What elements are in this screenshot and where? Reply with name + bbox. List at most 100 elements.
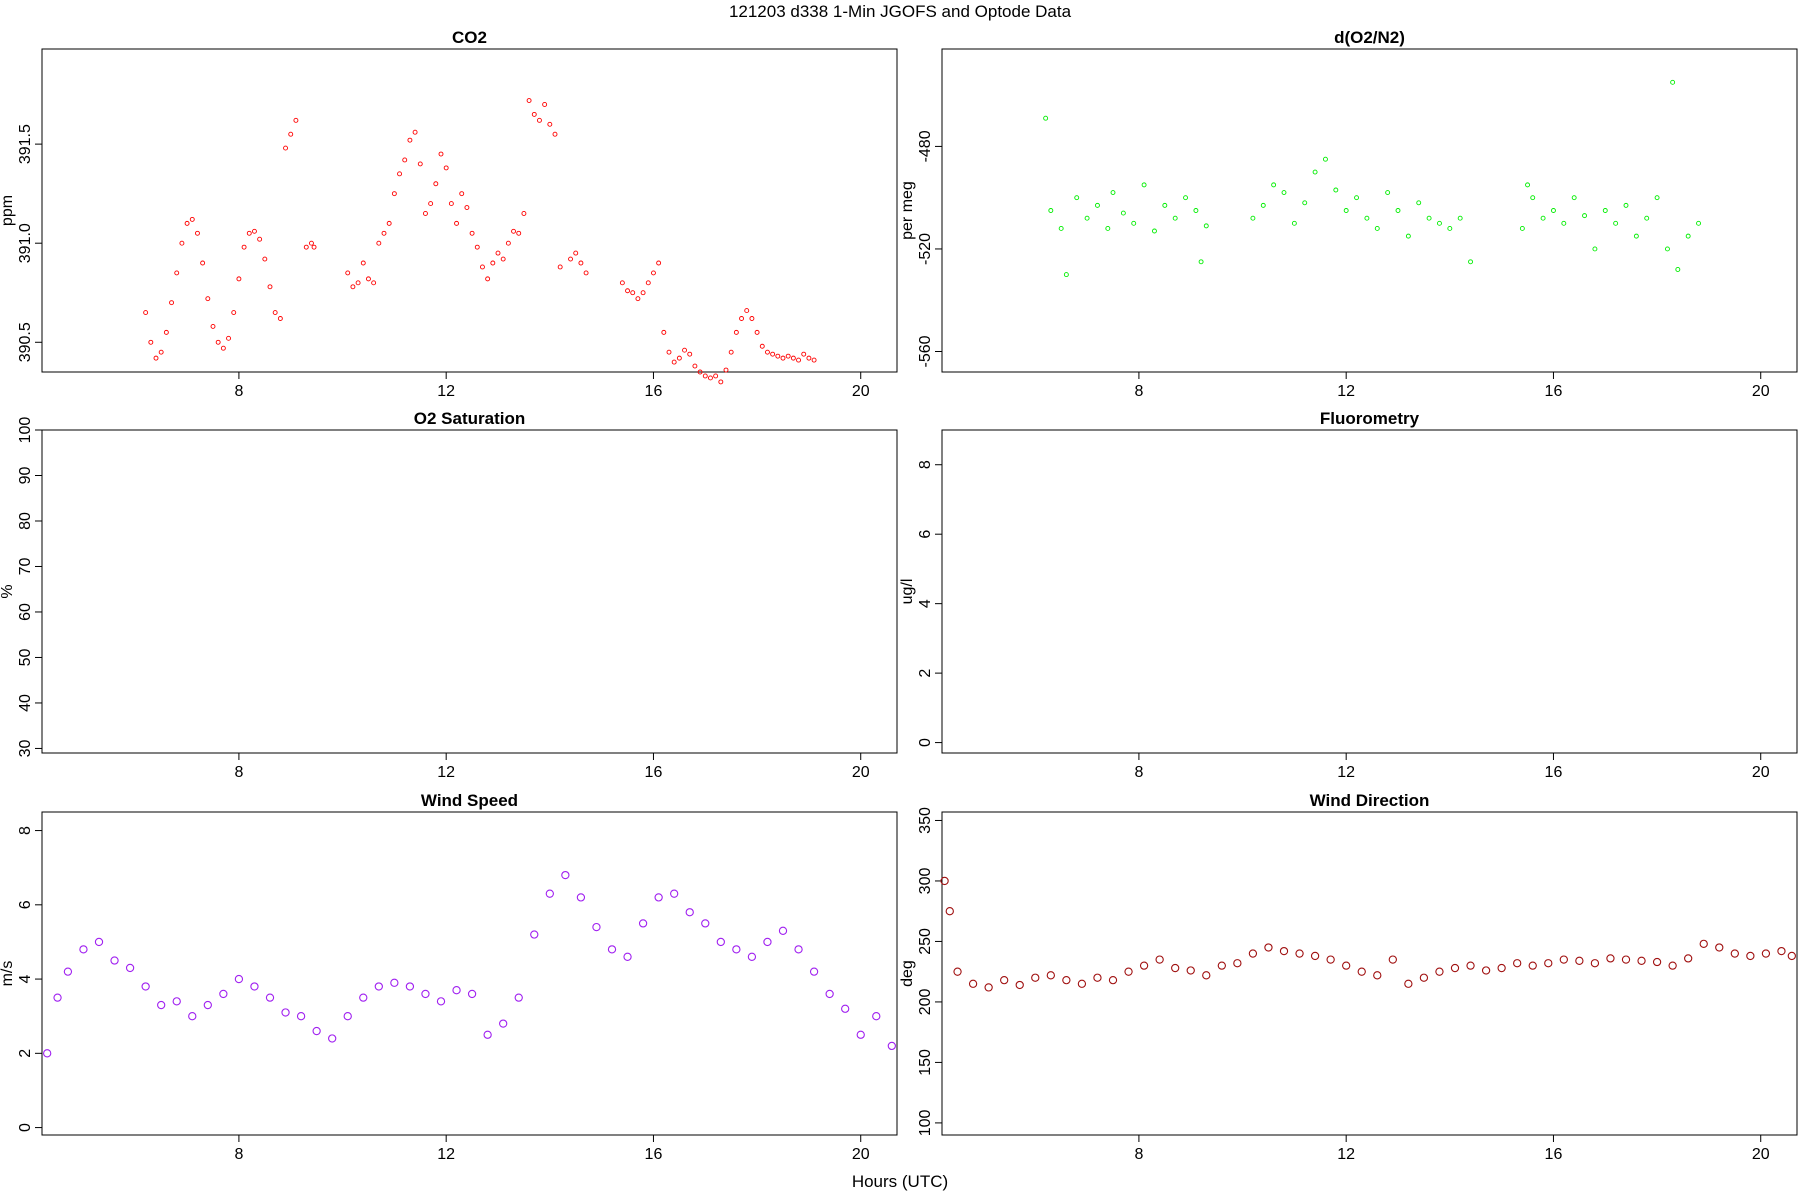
data-point [552, 131, 558, 137]
data-point [490, 260, 496, 266]
data-point [1310, 951, 1320, 961]
data-point [236, 276, 242, 282]
data-point [1124, 967, 1133, 976]
data-point [1426, 215, 1432, 221]
data-point [759, 343, 765, 349]
data-point [542, 102, 548, 107]
data-point [215, 339, 221, 345]
x-tick-label: 8 [234, 383, 243, 400]
y-tick-label: 391.0 [17, 223, 34, 263]
data-point [205, 296, 211, 302]
data-point [1198, 259, 1204, 265]
data-point [1654, 195, 1660, 201]
data-point [1043, 115, 1049, 121]
data-point [1668, 961, 1677, 970]
data-point [452, 986, 461, 995]
data-point [1525, 182, 1530, 188]
y-tick-label: 2 [917, 669, 934, 678]
y-tick-label: 200 [917, 988, 934, 1015]
data-point [480, 264, 485, 270]
x-tick-label: 20 [1752, 1146, 1770, 1163]
x-tick-label: 12 [1337, 383, 1355, 400]
data-point [1405, 233, 1411, 239]
data-point [157, 1000, 166, 1010]
data-point [1644, 215, 1650, 221]
data-point [495, 250, 501, 256]
data-point [195, 230, 200, 236]
data-point [303, 244, 309, 250]
data-point [246, 230, 252, 236]
data-point [1551, 208, 1556, 213]
data-point [1357, 967, 1366, 976]
data-point [723, 367, 729, 373]
data-point [530, 930, 539, 939]
data-point [1172, 215, 1178, 221]
x-tick-label: 16 [1545, 383, 1563, 400]
data-point [148, 339, 154, 345]
data-point [1093, 973, 1102, 982]
data-point [1528, 961, 1537, 970]
data-point [309, 240, 314, 246]
data-point [402, 157, 408, 163]
data-point [1602, 208, 1608, 213]
x-tick-label: 20 [852, 383, 870, 400]
data-point [343, 1012, 352, 1021]
data-point [1746, 951, 1755, 961]
y-tick-label: 70 [17, 557, 34, 575]
data-point [265, 993, 275, 1002]
y-tick-label: 150 [917, 1049, 934, 1076]
data-point [210, 323, 216, 329]
data-point [423, 211, 428, 216]
data-point [702, 373, 708, 379]
data-point [220, 345, 226, 351]
data-point [1108, 976, 1118, 985]
data-point [459, 191, 465, 197]
data-point [1437, 220, 1442, 226]
data-point [252, 228, 257, 234]
data-point [1606, 954, 1615, 963]
data-point [607, 945, 617, 954]
panel-fluor: Fluorometry 8 12 16 20 0 2 4 6 8 ug/l [899, 409, 1798, 781]
data-point [79, 945, 88, 954]
data-point [1633, 233, 1639, 239]
data-point [654, 893, 663, 902]
data-point [671, 359, 677, 365]
data-point [1685, 233, 1691, 239]
data-point [1388, 955, 1397, 964]
panel-o2sat: O2 Saturation 8 12 16 20 30 40 50 60 70 80 90 100% [0, 409, 898, 781]
data-point [1787, 951, 1796, 961]
data-point [1203, 223, 1209, 229]
data-point [436, 997, 446, 1006]
data-point [371, 280, 377, 286]
data-point [825, 989, 834, 999]
data-point [43, 1049, 52, 1058]
data-point [754, 329, 760, 335]
data-point [1171, 963, 1180, 973]
data-point [794, 945, 803, 954]
data-point [474, 244, 480, 250]
data-point [328, 1034, 337, 1043]
y-tick-label: 2 [17, 1049, 34, 1058]
data-point [676, 355, 682, 361]
data-point [125, 963, 135, 973]
data-point [1715, 943, 1724, 952]
y-tick-label: -480 [917, 130, 934, 162]
data-point [1699, 939, 1708, 949]
y-tick-label: 0 [17, 1123, 34, 1132]
data-point [376, 240, 382, 246]
y-tick-label: 40 [17, 694, 34, 712]
data-point [1152, 228, 1157, 234]
data-point [1450, 963, 1460, 973]
data-point [63, 967, 73, 976]
data-point [1416, 200, 1422, 206]
y-axis-label: m/s [0, 961, 16, 987]
data-point [537, 117, 542, 123]
data-point [1457, 215, 1463, 221]
data-point [386, 220, 392, 226]
data-point [887, 1041, 896, 1051]
data-point [557, 264, 563, 270]
data-point [1077, 979, 1087, 988]
data-point [638, 919, 648, 928]
y-tick-label: 100 [917, 1109, 934, 1136]
